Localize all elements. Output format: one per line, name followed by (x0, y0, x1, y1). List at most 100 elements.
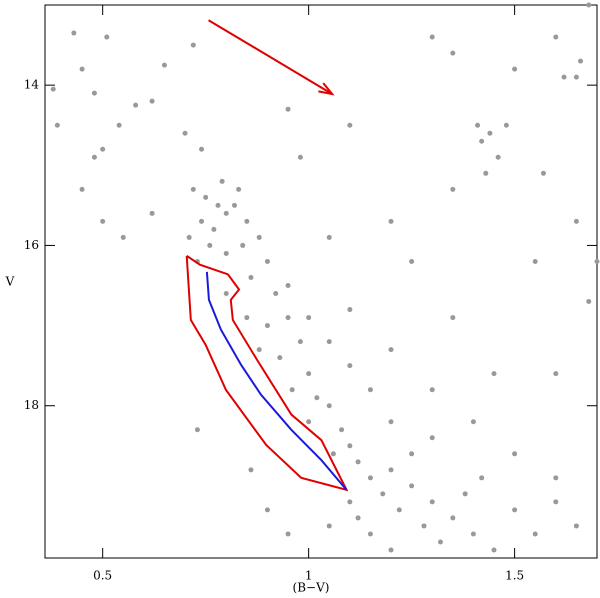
data-point (244, 315, 250, 321)
data-point (367, 475, 373, 481)
data-point (223, 291, 229, 297)
data-point (573, 74, 579, 80)
data-point (396, 507, 402, 513)
data-point (223, 210, 229, 216)
data-point (264, 258, 270, 264)
data-point (297, 339, 303, 345)
data-point (491, 371, 497, 377)
data-point (429, 499, 435, 505)
data-point (429, 435, 435, 441)
data-point (79, 66, 85, 72)
data-point (244, 218, 250, 224)
data-point (223, 250, 229, 256)
data-point (306, 419, 312, 425)
data-point (190, 186, 196, 192)
line (185, 255, 349, 492)
plot-frame (44, 4, 598, 559)
x-tick-label: 1.5 (505, 569, 524, 583)
data-point (355, 515, 361, 521)
data-point (491, 547, 497, 553)
data-point (561, 74, 567, 80)
data-point (54, 122, 60, 128)
x-axis-label: (B−V) (293, 581, 330, 595)
data-point (388, 467, 394, 473)
data-point (483, 170, 489, 176)
data-point (120, 234, 126, 240)
data-point (256, 347, 262, 353)
data-point (273, 291, 279, 297)
data-point (429, 387, 435, 393)
data-point (388, 218, 394, 224)
data-point (586, 2, 592, 8)
data-point (248, 467, 254, 473)
data-point (347, 499, 353, 505)
data-point (199, 218, 205, 224)
data-point (475, 122, 481, 128)
data-point (199, 146, 205, 152)
data-point (326, 523, 332, 529)
data-point (388, 347, 394, 353)
data-point (91, 154, 97, 160)
data-point (326, 234, 332, 240)
data-point (100, 146, 106, 152)
data-point (450, 515, 456, 521)
data-point (532, 258, 538, 264)
data-point (586, 299, 592, 305)
data-point (219, 178, 225, 184)
data-point (330, 451, 336, 457)
data-point (450, 50, 456, 56)
data-point (470, 531, 476, 537)
data-point (297, 154, 303, 160)
data-point (211, 226, 217, 232)
data-point (367, 531, 373, 537)
data-point (512, 451, 518, 457)
data-point (429, 34, 435, 40)
data-point (339, 427, 345, 433)
data-point (91, 90, 97, 96)
data-point (186, 234, 192, 240)
data-point (182, 130, 188, 136)
data-point (573, 218, 579, 224)
data-point (437, 539, 443, 545)
data-point (409, 258, 415, 264)
data-point (248, 274, 254, 280)
data-point (409, 483, 415, 489)
data-point (285, 283, 291, 289)
data-point (306, 371, 312, 377)
data-point (236, 186, 242, 192)
data-point (104, 34, 110, 40)
data-point (289, 387, 295, 393)
data-point (347, 363, 353, 369)
data-point (133, 102, 139, 108)
data-point (367, 387, 373, 393)
data-point (388, 547, 394, 553)
data-point (256, 234, 262, 240)
data-point (512, 66, 518, 72)
x-tick-label: 1 (305, 569, 313, 583)
data-point (347, 307, 353, 313)
data-point (100, 218, 106, 224)
data-point (79, 186, 85, 192)
data-point (326, 403, 332, 409)
data-point (540, 170, 546, 176)
data-point (149, 98, 155, 104)
data-point (314, 395, 320, 401)
data-point (285, 531, 291, 537)
data-point (240, 242, 246, 248)
data-point (487, 130, 493, 136)
data-point (116, 122, 122, 128)
data-point (347, 122, 353, 128)
data-point (388, 419, 394, 425)
data-point (409, 451, 415, 457)
data-point (264, 323, 270, 329)
data-point (512, 507, 518, 513)
data-point (71, 30, 77, 36)
y-tick-label: 16 (24, 238, 39, 252)
data-point (578, 58, 584, 64)
data-point (553, 475, 559, 481)
data-point (421, 523, 427, 529)
data-point (495, 154, 501, 160)
data-point (50, 86, 56, 92)
